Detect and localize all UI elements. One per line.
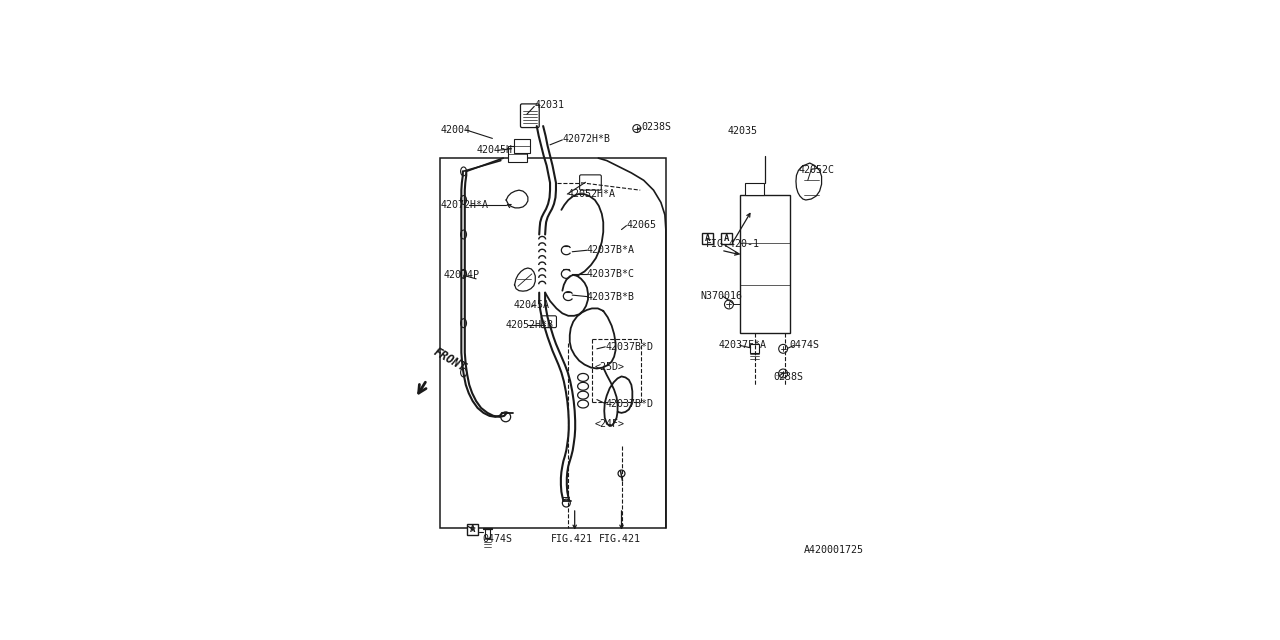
Text: 42045H: 42045H [476, 145, 512, 156]
Text: FRONT: FRONT [431, 345, 468, 374]
Text: FIG.420-1: FIG.420-1 [705, 239, 760, 250]
Text: 42037B*B: 42037B*B [588, 292, 635, 301]
Bar [721, 233, 732, 244]
FancyBboxPatch shape [541, 316, 557, 328]
Text: 42052H*A: 42052H*A [567, 189, 616, 199]
Bar [467, 524, 479, 534]
Text: 42035: 42035 [727, 126, 758, 136]
Text: FIG.421: FIG.421 [550, 534, 593, 543]
Bar [440, 158, 666, 528]
Text: 42037B*D: 42037B*D [605, 342, 653, 352]
Text: 0474S: 0474S [788, 340, 819, 350]
Text: 0474S: 0474S [483, 534, 512, 543]
Text: 42052H*B: 42052H*B [506, 319, 554, 330]
Text: 42052C: 42052C [799, 165, 835, 175]
Text: N370016: N370016 [700, 291, 742, 301]
Bar [485, 529, 490, 538]
Text: A420001725: A420001725 [804, 545, 864, 555]
Text: 42065: 42065 [626, 220, 657, 230]
Text: 42072H*B: 42072H*B [562, 134, 611, 144]
Bar [750, 344, 759, 353]
Bar [745, 183, 764, 195]
Text: A: A [723, 234, 730, 243]
Text: <25D>: <25D> [594, 362, 625, 372]
Ellipse shape [461, 368, 466, 377]
Text: 42072H*A: 42072H*A [440, 200, 489, 210]
FancyBboxPatch shape [521, 104, 539, 127]
Ellipse shape [461, 230, 466, 239]
Ellipse shape [461, 167, 466, 176]
Text: 0238S: 0238S [641, 122, 671, 132]
Text: <24F>: <24F> [594, 419, 625, 429]
Bar [703, 233, 713, 244]
Text: 42037B*A: 42037B*A [588, 245, 635, 255]
Bar [515, 140, 530, 153]
Text: 42037B*D: 42037B*D [605, 399, 653, 408]
Text: 42004: 42004 [440, 125, 471, 135]
Text: 0238S: 0238S [773, 372, 804, 383]
Text: FIG.421: FIG.421 [599, 534, 641, 543]
FancyBboxPatch shape [580, 175, 602, 190]
Ellipse shape [461, 319, 466, 328]
Text: 42037F*A: 42037F*A [718, 340, 767, 350]
Bar [740, 195, 790, 333]
Text: A: A [470, 525, 475, 534]
Bar [508, 146, 527, 161]
Ellipse shape [461, 196, 466, 204]
Text: 42074P: 42074P [443, 270, 479, 280]
Ellipse shape [461, 269, 466, 278]
Text: 42045A: 42045A [513, 300, 549, 310]
Text: 42037B*C: 42037B*C [588, 269, 635, 279]
Text: 42031: 42031 [534, 100, 564, 110]
Text: A: A [705, 234, 710, 243]
